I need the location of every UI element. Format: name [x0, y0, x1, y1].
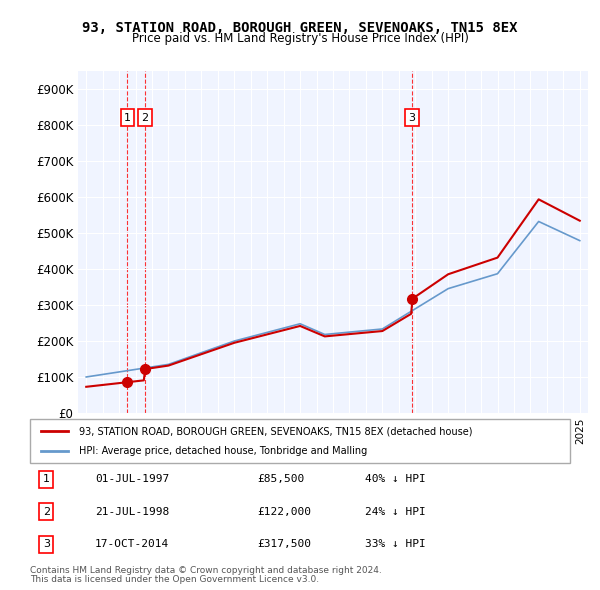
Text: 17-OCT-2014: 17-OCT-2014 [95, 539, 169, 549]
Text: 01-JUL-1997: 01-JUL-1997 [95, 474, 169, 484]
Text: 93, STATION ROAD, BOROUGH GREEN, SEVENOAKS, TN15 8EX (detached house): 93, STATION ROAD, BOROUGH GREEN, SEVENOA… [79, 427, 472, 436]
Text: 2: 2 [141, 113, 148, 123]
Text: This data is licensed under the Open Government Licence v3.0.: This data is licensed under the Open Gov… [30, 575, 319, 584]
Text: HPI: Average price, detached house, Tonbridge and Malling: HPI: Average price, detached house, Tonb… [79, 446, 367, 455]
Text: 1: 1 [43, 474, 50, 484]
Text: 93, STATION ROAD, BOROUGH GREEN, SEVENOAKS, TN15 8EX: 93, STATION ROAD, BOROUGH GREEN, SEVENOA… [82, 21, 518, 35]
Text: 21-JUL-1998: 21-JUL-1998 [95, 507, 169, 517]
Text: 2: 2 [43, 507, 50, 517]
Text: 1: 1 [124, 113, 131, 123]
FancyBboxPatch shape [30, 419, 570, 463]
Text: £317,500: £317,500 [257, 539, 311, 549]
Text: 3: 3 [43, 539, 50, 549]
Text: Price paid vs. HM Land Registry's House Price Index (HPI): Price paid vs. HM Land Registry's House … [131, 32, 469, 45]
Text: 40% ↓ HPI: 40% ↓ HPI [365, 474, 425, 484]
Text: Contains HM Land Registry data © Crown copyright and database right 2024.: Contains HM Land Registry data © Crown c… [30, 566, 382, 575]
Text: 33% ↓ HPI: 33% ↓ HPI [365, 539, 425, 549]
Text: £85,500: £85,500 [257, 474, 304, 484]
Text: 3: 3 [409, 113, 415, 123]
Text: 24% ↓ HPI: 24% ↓ HPI [365, 507, 425, 517]
Text: £122,000: £122,000 [257, 507, 311, 517]
